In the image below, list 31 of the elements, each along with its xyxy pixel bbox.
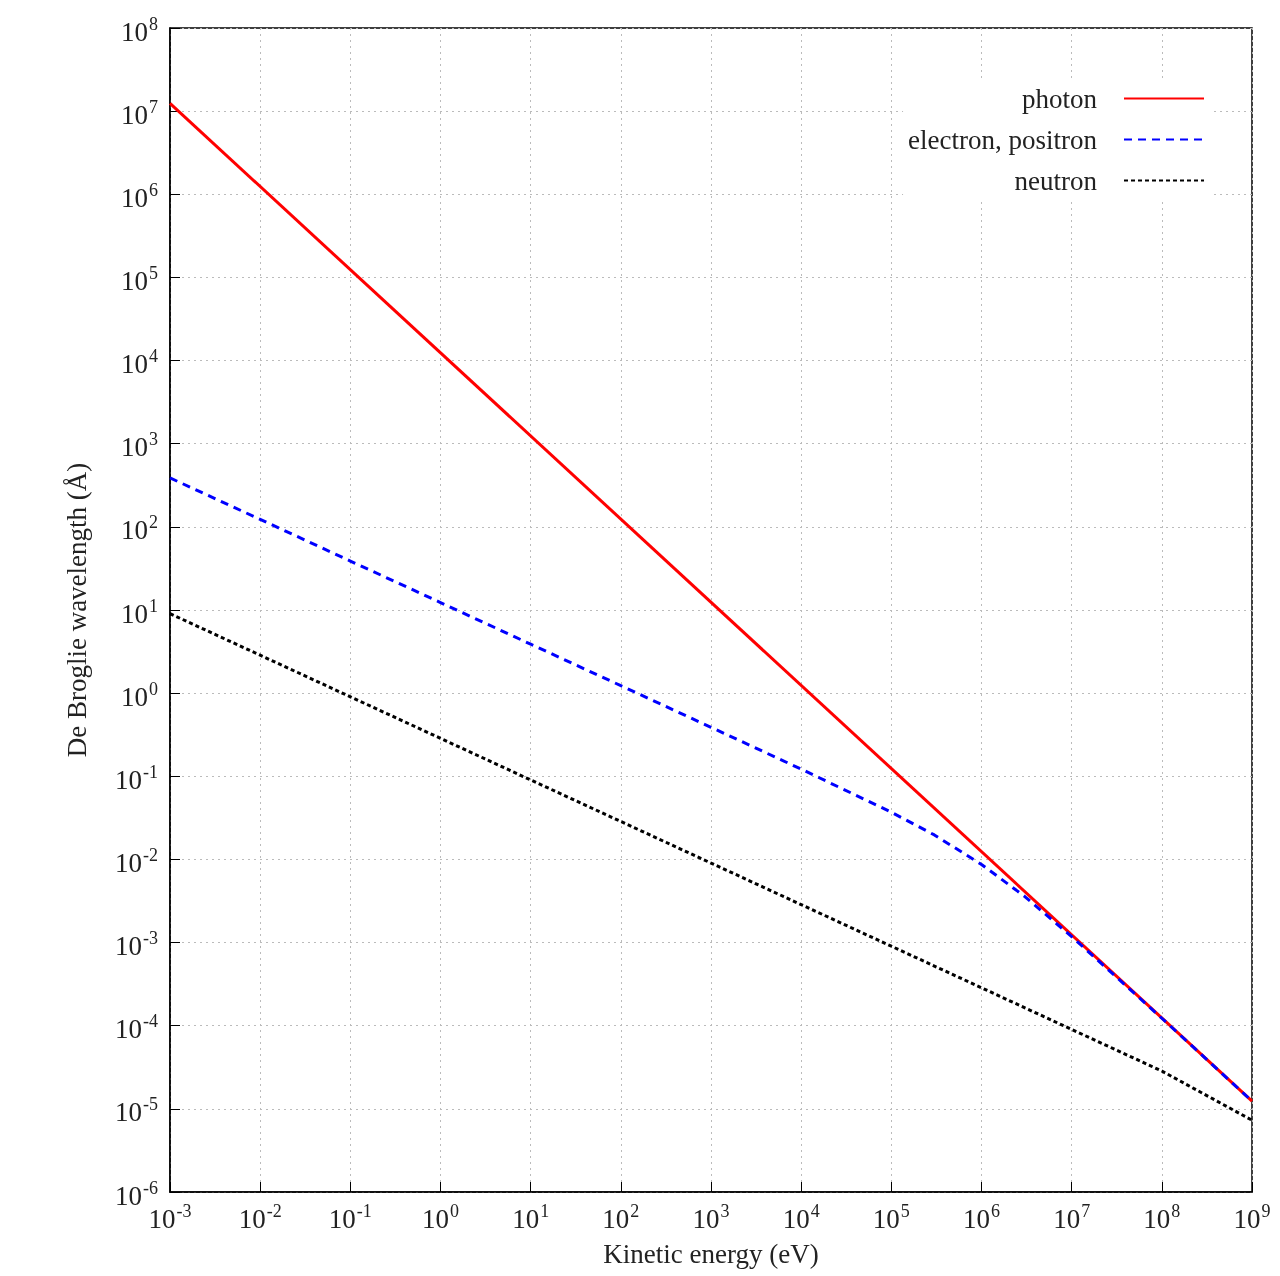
legend-label: neutron [1014, 165, 1098, 196]
x-tick-label: 10$^{3}$ [692, 1201, 730, 1234]
y-tick-label: 10$^{-4}$ [115, 1011, 158, 1045]
y-tick-label: 10$^{3}$ [121, 429, 158, 463]
y-tick-label: 10$^{-3}$ [115, 928, 158, 962]
x-tick-label: 10$^{-2}$ [238, 1201, 282, 1234]
x-axis-title: Kinetic energy (eV) [603, 1238, 819, 1269]
x-tick-label: 10$^{-1}$ [328, 1201, 372, 1234]
x-tick-label: 10$^{6}$ [963, 1201, 1000, 1234]
x-tick-label: 10$^{7}$ [1053, 1201, 1091, 1234]
y-axis-title: De Broglie wavelength (Å) [61, 462, 92, 758]
legend-label: electron, positron [908, 124, 1098, 155]
y-tick-label: 10$^{-1}$ [115, 761, 158, 795]
x-tick-label: 10$^{8}$ [1143, 1201, 1181, 1234]
y-tick-label: 10$^{4}$ [121, 346, 158, 380]
y-tick-label: 10$^{1}$ [121, 595, 158, 629]
y-tick-label: 10$^{8}$ [121, 13, 158, 47]
y-tick-label: 10$^{5}$ [121, 262, 158, 296]
x-tick-label: 10$^{9}$ [1233, 1201, 1271, 1234]
x-tick-label: 10$^{5}$ [872, 1201, 910, 1234]
x-tick-label: 10$^{4}$ [782, 1201, 820, 1234]
y-tick-label: 10$^{0}$ [121, 678, 158, 712]
x-tick-label: 10$^{1}$ [512, 1201, 550, 1234]
x-tick-label: 10$^{0}$ [422, 1201, 459, 1234]
x-tick-label: 10$^{2}$ [602, 1201, 640, 1234]
y-tick-label: 10$^{7}$ [121, 96, 158, 130]
y-tick-label: 10$^{-2}$ [115, 844, 158, 878]
y-tick-label: 10$^{6}$ [121, 179, 158, 213]
legend-label: photon [1021, 83, 1098, 114]
y-tick-label: 10$^{-5}$ [115, 1094, 158, 1128]
y-tick-label: 10$^{2}$ [121, 512, 158, 546]
